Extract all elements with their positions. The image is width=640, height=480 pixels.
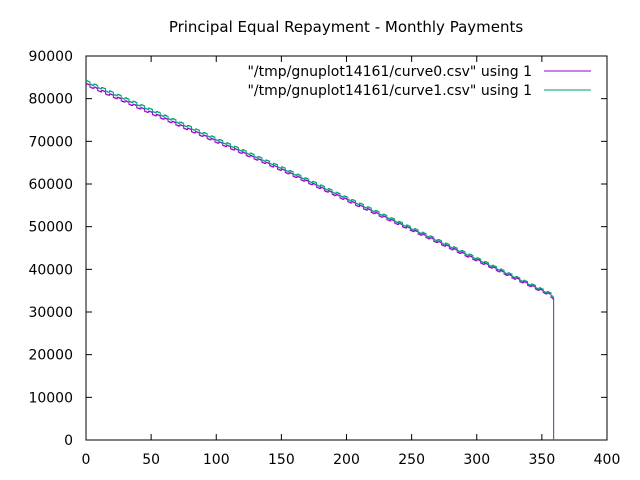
legend-label: "/tmp/gnuplot14161/curve1.csv" using 1 — [247, 83, 532, 99]
plot-border — [85, 55, 608, 441]
y-tick-label: 0 — [64, 433, 73, 449]
x-tick-label: 350 — [529, 452, 556, 468]
x-tick-label: 0 — [82, 452, 91, 468]
y-tick-label: 80000 — [28, 92, 73, 108]
y-tick-label: 10000 — [28, 390, 73, 406]
series-line-0 — [86, 83, 555, 440]
x-tick-label: 300 — [463, 452, 490, 468]
x-tick-label: 100 — [203, 452, 230, 468]
x-tick-label: 200 — [333, 452, 360, 468]
chart-title: Principal Equal Repayment - Monthly Paym… — [169, 18, 524, 36]
legend-label: "/tmp/gnuplot14161/curve0.csv" using 1 — [247, 64, 532, 80]
y-tick-label: 60000 — [28, 177, 73, 193]
y-tick-label: 50000 — [28, 220, 73, 236]
x-tick-label: 50 — [142, 452, 160, 468]
y-tick-label: 20000 — [28, 348, 73, 364]
series-layer — [86, 80, 555, 440]
y-tick-label: 70000 — [28, 134, 73, 150]
legend: "/tmp/gnuplot14161/curve0.csv" using 1 "/… — [247, 64, 591, 99]
x-axis: 0 50 100 150 200 250 300 350 400 — [82, 56, 621, 468]
x-tick-label: 150 — [268, 452, 295, 468]
x-tick-label: 400 — [594, 452, 621, 468]
y-axis: 0 10000 20000 30000 40000 50000 60000 70000 8000… — [28, 49, 607, 449]
series-line-1 — [86, 80, 555, 440]
y-tick-label: 40000 — [28, 262, 73, 278]
x-tick-label: 250 — [398, 452, 425, 468]
y-tick-label: 90000 — [28, 49, 73, 65]
y-tick-label: 30000 — [28, 305, 73, 321]
